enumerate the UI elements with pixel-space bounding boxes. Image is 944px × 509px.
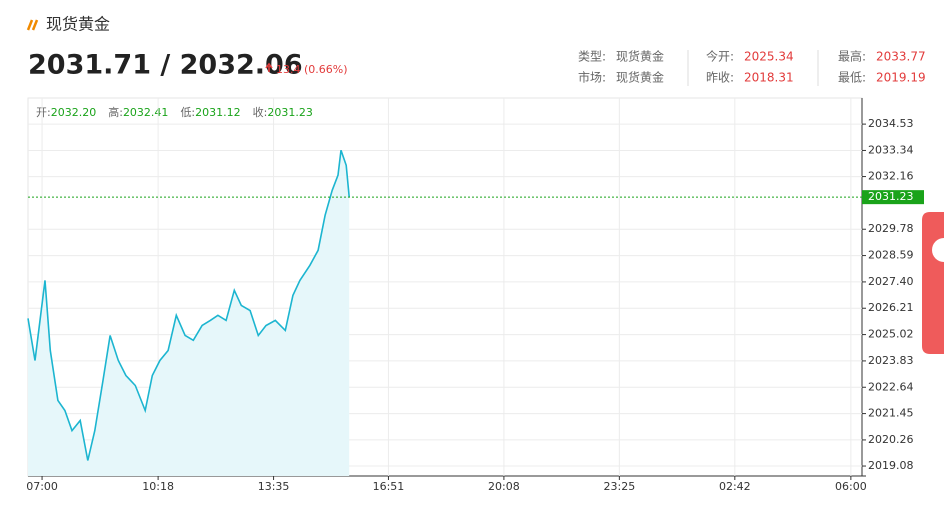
- area: [28, 150, 350, 476]
- price: 2031.71 / 2032.06: [28, 50, 303, 81]
- info-label: 最高:: [838, 49, 866, 64]
- info-label: 今开:: [706, 49, 734, 64]
- ohlc-label: 低:: [180, 106, 195, 119]
- ohlc-value: 2032.20: [51, 106, 97, 119]
- info-label: 最低:: [838, 71, 866, 85]
- info-value: 2033.77: [876, 50, 926, 64]
- y-tick-label: 2025.02: [868, 328, 914, 341]
- title: 现货黄金: [46, 15, 110, 34]
- line: [27, 149, 350, 461]
- y-tick-label: 2029.78: [868, 222, 914, 235]
- y-tick-label: 2023.83: [868, 354, 914, 367]
- last-price-box: [862, 190, 924, 205]
- y-tick-label: 2026.21: [868, 301, 914, 314]
- x-tick-label: 23:25: [604, 480, 636, 493]
- x-tick-label: 16:51: [373, 480, 405, 493]
- y-tick-label: 2028.59: [868, 249, 914, 262]
- x-tick-label: 06:00: [835, 480, 867, 493]
- ohlc-value: 2031.23: [267, 106, 313, 119]
- logo: [26, 19, 39, 31]
- y-tick-label: 2033.34: [868, 143, 914, 156]
- info-value: 现货黄金: [616, 49, 664, 64]
- up-arrow: [265, 62, 273, 72]
- side-tab[interactable]: [922, 212, 944, 354]
- x-tick-label: 13:35: [258, 480, 290, 493]
- y-tick-label: 2019.08: [868, 459, 914, 472]
- last-price-label: 2031.23: [868, 190, 914, 203]
- y-tick-label: 2027.40: [868, 275, 914, 288]
- ohlc-label: 开:: [36, 106, 51, 119]
- ohlc-value: 2032.41: [123, 106, 169, 119]
- info-value: 现货黄金: [616, 70, 664, 85]
- x-tick-label: 20:08: [488, 480, 520, 493]
- y-tick-label: 2022.64: [868, 380, 914, 393]
- x-tick-label: 10:18: [142, 480, 174, 493]
- ohlc-value: 2031.12: [195, 106, 241, 119]
- side-tab-icon: [932, 238, 944, 262]
- info-label: 类型:: [578, 50, 606, 64]
- y-tick-label: 2020.26: [868, 433, 914, 446]
- info-value: 2019.19: [876, 71, 926, 85]
- x-tick-label: 02:42: [719, 480, 751, 493]
- ohlc-label: 收:: [253, 105, 268, 119]
- info-value: 2018.31: [744, 71, 794, 85]
- y-tick-label: 2032.16: [868, 170, 914, 183]
- info-value: 2025.34: [744, 50, 794, 64]
- info-label: 市场:: [578, 70, 606, 85]
- x-tick-label: 07:00: [26, 480, 58, 493]
- y-tick-label: 2021.45: [868, 407, 914, 420]
- change: 13.4 (0.66%): [276, 63, 348, 76]
- ohlc-label: 高:: [108, 105, 123, 119]
- y-tick-label: 2034.53: [868, 117, 914, 130]
- info-label: 昨收:: [706, 71, 734, 85]
